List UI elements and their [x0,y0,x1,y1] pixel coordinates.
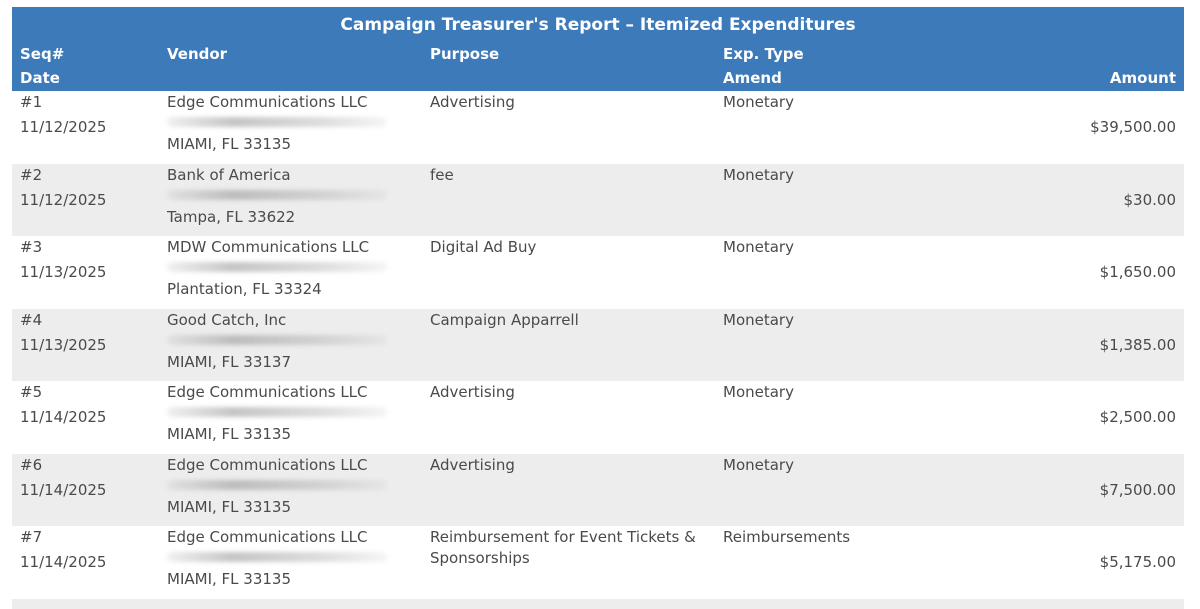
table-row: #5 11/14/2025 Edge Communications LLC MIAMI… [12,381,1184,454]
date-cell: 11/12/2025 [20,118,107,136]
vendor-city: Tampa, FL 33622 [167,207,296,226]
table-row: #3 11/13/2025 MDW Communications LLC Planta… [12,236,1184,309]
redacted-address [167,334,387,345]
vendor-name: Good Catch, Inc [167,310,287,329]
table-row: #7 11/14/2025 Edge Communications LLC MIAMI… [12,526,1184,599]
header-vendor: Vendor [167,45,228,63]
exp-type-cell: Monetary [723,238,794,256]
amount-cell: $5,175.00 [1099,553,1176,571]
seq-cell: #5 [20,383,43,401]
vendor-city: MIAMI, FL 33135 [167,135,291,153]
date-cell: 11/12/2025 [20,190,107,209]
exp-type-cell: Monetary [723,310,794,329]
table-row: #4 11/13/2025 Good Catch, Inc MIAMI, FL 331… [12,308,1184,381]
purpose-cell: Advertising [430,455,515,474]
date-cell: 11/13/2025 [20,263,107,281]
seq-cell: #3 [20,238,43,256]
date-cell: 11/13/2025 [20,335,107,354]
header-date: Date [20,69,60,87]
redacted-address [167,479,387,490]
vendor-city: Plantation, FL 33324 [167,280,322,298]
header-seq: Seq# [20,45,65,63]
redacted-address [167,117,387,127]
seq-cell: #7 [20,528,43,546]
seq-cell: #4 [20,310,43,329]
amount-cell: $39,500.00 [1090,118,1176,136]
vendor-city: MIAMI, FL 33135 [167,570,291,588]
purpose-cell: Reimbursement for Event Tickets & Sponso… [430,528,696,567]
vendor-name: Edge Communications LLC [167,383,368,401]
vendor-name: Bank of America [167,165,291,184]
seq-cell: #2 [20,165,43,184]
expenditures-report: Campaign Treasurer's Report – Itemized E… [12,7,1184,609]
amount-cell: $2,500.00 [1099,408,1176,426]
exp-type-cell: Monetary [723,455,794,474]
vendor-city: MIAMI, FL 33137 [167,352,291,371]
amount-cell: $30.00 [1123,190,1177,209]
amount-cell: $7,500.00 [1099,480,1176,499]
header-amount: Amount [1109,69,1176,87]
purpose-cell: fee [430,165,454,184]
table-row: #1 11/12/2025 Edge Communications LLC MIAMI… [12,91,1184,164]
header-amend: Amend [723,69,782,87]
purpose-cell: Advertising [430,93,515,111]
purpose-cell: Digital Ad Buy [430,238,537,256]
redacted-address [167,262,387,272]
vendor-city: MIAMI, FL 33135 [167,497,291,516]
vendor-name: Edge Communications LLC [167,455,368,474]
exp-type-cell: Monetary [723,165,794,184]
seq-cell: #6 [20,455,43,474]
redacted-address [167,407,387,417]
redacted-address [167,189,387,200]
date-cell: 11/14/2025 [20,408,107,426]
truncated-row [12,598,1184,609]
header-purpose: Purpose [430,45,500,63]
purpose-cell: Campaign Apparrell [430,310,579,329]
exp-type-cell: Reimbursements [723,528,851,546]
exp-type-cell: Monetary [723,383,794,401]
vendor-name: MDW Communications LLC [167,238,370,256]
redacted-address [167,552,387,562]
date-cell: 11/14/2025 [20,553,107,571]
date-cell: 11/14/2025 [20,480,107,499]
exp-type-cell: Monetary [723,93,794,111]
purpose-cell: Advertising [430,383,515,401]
amount-cell: $1,650.00 [1099,263,1176,281]
table-row: #6 11/14/2025 Edge Communications LLC MIAMI… [12,453,1184,526]
amount-cell: $1,385.00 [1099,335,1176,354]
vendor-name: Edge Communications LLC [167,528,368,546]
seq-cell: #1 [20,93,43,111]
report-header: Campaign Treasurer's Report – Itemized E… [12,7,1184,91]
vendor-city: MIAMI, FL 33135 [167,425,291,443]
expenditure-rows: #1 11/12/2025 Edge Communications LLC MIAMI… [12,91,1184,599]
report-title: Campaign Treasurer's Report – Itemized E… [340,15,856,35]
table-row: #2 11/12/2025 Bank of America Tampa, FL 336… [12,163,1184,236]
vendor-name: Edge Communications LLC [167,93,368,111]
header-exp-type: Exp. Type [723,45,804,63]
